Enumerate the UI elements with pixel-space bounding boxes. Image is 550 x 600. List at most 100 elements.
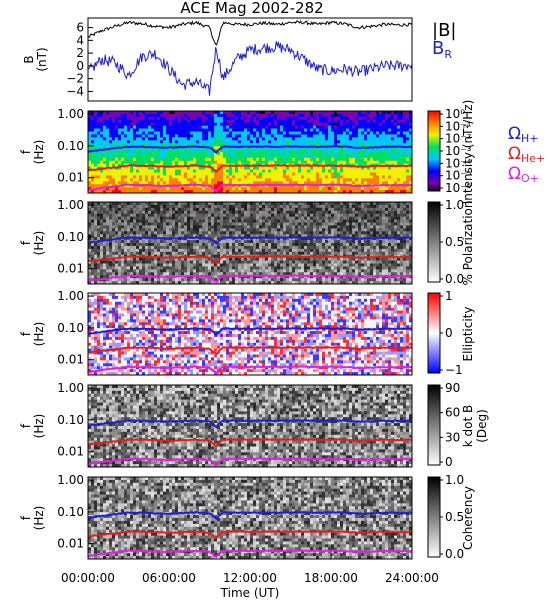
heatmap-cells	[88, 111, 413, 194]
y-axis-unit: (Hz)	[32, 506, 46, 531]
colorbar-tick-label: 1.0	[445, 473, 464, 487]
x-tick-label: 12:00:00	[223, 571, 277, 585]
y-tick-label: 1.00	[57, 107, 84, 121]
x-tick-label: 06:00:00	[142, 571, 196, 585]
y-tick-label: 0.01	[57, 445, 84, 459]
colorbar-tick-label: 10⁰	[445, 107, 465, 121]
colorbar-label: k dot B	[461, 405, 475, 447]
colorbar-tick-label: 60	[445, 406, 460, 420]
colorbar-tick-label: 0.0	[445, 547, 464, 561]
colorbar-tick-label: 30	[445, 430, 460, 444]
colorbar-tick-label: 1.0	[445, 198, 464, 212]
panel-polarization: 1.00 0.10 0.01 f (Hz) 1.0 0.5 0.0% Polarization	[19, 198, 475, 286]
panel-intensity: 1.00 0.10 0.01 f (Hz) 10⁰10⁻¹10⁻²10⁻³10⁻⁴10⁻⁵…	[19, 100, 545, 205]
colorbar-tick-label: 0.5	[445, 235, 464, 249]
colorbar-label: Ellipticity	[461, 307, 475, 362]
panel-frame	[87, 292, 413, 376]
colorbar-tick-label: 10⁻²	[445, 132, 472, 146]
panel-frame	[87, 384, 413, 468]
x-axis: 00:00:00 06:00:00 12:00:00 18:00:00 24:0…	[61, 571, 439, 600]
gyrofrequency-line-h-plus	[87, 511, 413, 521]
y-tick-label: 0.01	[57, 353, 84, 367]
colorbar-tick-label: 10⁻¹	[445, 119, 472, 133]
gyrofrequency-line-o-plus	[88, 183, 412, 193]
y-tick-label: 0.10	[57, 230, 84, 244]
colorbar-tick-label: 10⁻⁴	[445, 156, 472, 170]
gyrofrequency-line-he-plus	[87, 164, 413, 174]
panel-frame	[87, 17, 413, 102]
colorbar-tick-label: 0.0	[445, 272, 464, 286]
y-tick-label: 1.00	[57, 198, 84, 212]
y-axis-label: B	[22, 55, 36, 63]
gyrofrequency-line-he-plus	[87, 346, 413, 356]
gyrofrequency-line-h-plus	[87, 235, 413, 245]
y-axis-label: f	[19, 240, 33, 245]
chart-title: ACE Mag 2002-282	[180, 0, 323, 17]
y-tick-label: −4	[66, 84, 84, 98]
y-axis-unit: (Hz)	[32, 414, 46, 439]
y-tick-label: 0.01	[57, 537, 84, 551]
panel-kdotb: 1.00 0.10 0.01 f (Hz) 90 60 30 0 k dot B (Deg)	[19, 381, 489, 469]
colorbar-label: Coherency	[461, 486, 475, 550]
gyrofrequency-line-o-plus	[87, 365, 413, 375]
series-line-b-r	[87, 40, 413, 96]
colorbar-tick-label: 1	[445, 289, 453, 303]
colorbar-tick-label: 0.5	[445, 510, 464, 524]
x-tick-label: 18:00:00	[304, 571, 358, 585]
y-tick-label: 0.01	[57, 171, 84, 185]
y-tick-label: 0.10	[57, 321, 84, 335]
colorbar-label: Intensity (nT²/Hz)	[461, 100, 475, 205]
gyrofrequency-line-h-plus	[87, 326, 413, 337]
heatmap-cells	[88, 477, 413, 560]
series-line-b-magnitude	[87, 20, 413, 46]
y-axis-label: f	[19, 331, 33, 336]
y-axis-label: f	[19, 423, 33, 428]
colorbar	[427, 201, 441, 283]
colorbar	[427, 110, 441, 192]
gyrofrequency-line-o-plus	[87, 457, 412, 467]
gyrofrequency-line-o-plus	[87, 274, 413, 284]
colorbar-tick-label: 90	[445, 381, 460, 395]
y-tick-label: 1.00	[57, 381, 84, 395]
colorbar-tick-label: 0	[445, 326, 453, 340]
y-tick-label: 0	[76, 59, 84, 73]
y-axis-label: f	[19, 515, 33, 520]
y-tick-label: 1.00	[57, 473, 84, 487]
y-tick-label: 4	[76, 33, 84, 47]
gyrofrequency-line-h-plus	[87, 418, 413, 429]
colorbar	[427, 384, 441, 466]
x-tick-label: 00:00:00	[61, 571, 115, 585]
gyrofrequency-line-o-plus	[87, 549, 413, 559]
x-tick-label: 24:00:00	[385, 571, 439, 585]
heatmap-cells	[88, 385, 413, 468]
y-axis-unit: (nT)	[35, 47, 49, 71]
y-tick-label: 0.10	[57, 413, 84, 427]
colorbar	[427, 476, 441, 558]
colorbar-label: (Deg)	[475, 409, 489, 443]
y-axis-unit: (Hz)	[32, 322, 46, 347]
y-axis-unit: (Hz)	[32, 231, 46, 256]
y-tick-label: 0.01	[57, 262, 84, 276]
gyrofrequency-line-he-plus	[87, 255, 413, 265]
y-tick-label: 1.00	[57, 289, 84, 303]
panel-frame	[87, 110, 413, 194]
colorbar	[427, 292, 441, 374]
colorbar-tick-label: 0	[445, 455, 453, 469]
colorbar-tick-label: 10⁻³	[445, 144, 472, 158]
colorbar-label: % Polarization	[461, 201, 475, 286]
y-tick-label: 0.10	[57, 139, 84, 153]
legend-b-r: BR	[432, 38, 452, 61]
colorbar-tick-label: 10⁻⁵	[445, 169, 472, 183]
y-tick-label: 0.10	[57, 505, 84, 519]
heatmap-cells	[88, 202, 413, 285]
colorbar-tick-label: 10⁻⁶	[445, 181, 472, 195]
y-axis-unit: (Hz)	[32, 140, 46, 165]
legend-omega-he-plus: ΩHe+	[508, 144, 545, 165]
gyrofrequency-line-h-plus	[87, 144, 413, 155]
y-tick-label: 6	[76, 21, 84, 35]
